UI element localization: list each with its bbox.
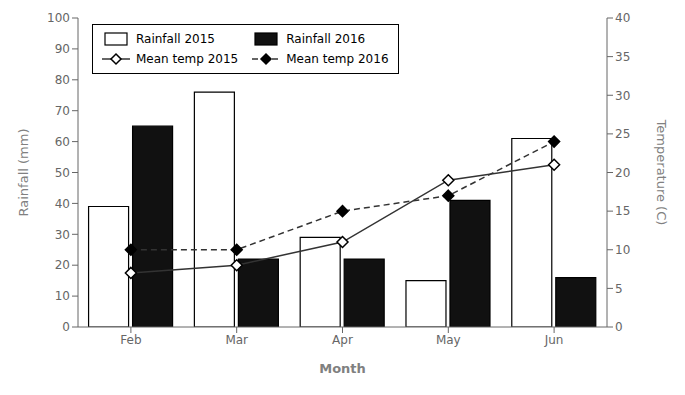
svg-text:10: 10 <box>615 243 630 257</box>
svg-text:40: 40 <box>615 11 630 25</box>
svg-text:0: 0 <box>615 320 623 334</box>
svg-text:80: 80 <box>55 73 70 87</box>
svg-text:May: May <box>436 333 461 347</box>
svg-text:30: 30 <box>615 89 630 103</box>
svg-text:60: 60 <box>55 135 70 149</box>
svg-text:Rainfall (mm): Rainfall (mm) <box>16 129 31 217</box>
html-text:Mean temp 2016: Mean temp 2016 <box>286 52 389 66</box>
svg-text:10: 10 <box>55 289 70 303</box>
svg-text:40: 40 <box>55 197 70 211</box>
svg-text:Mar: Mar <box>225 333 248 347</box>
svg-text:50: 50 <box>55 166 70 180</box>
svg-text:Feb: Feb <box>120 333 141 347</box>
svg-text:20: 20 <box>55 258 70 272</box>
svg-text:Month: Month <box>319 361 366 376</box>
svg-text:15: 15 <box>615 204 630 218</box>
svg-text:5: 5 <box>615 282 623 296</box>
svg-text:30: 30 <box>55 228 70 242</box>
html-text:Mean temp 2015: Mean temp 2015 <box>136 52 239 66</box>
html-text:Rainfall 2015: Rainfall 2015 <box>136 32 215 46</box>
html-text:Rainfall 2016: Rainfall 2016 <box>286 32 366 46</box>
svg-text:90: 90 <box>55 42 70 56</box>
svg-text:20: 20 <box>615 166 630 180</box>
svg-text:0: 0 <box>62 320 70 334</box>
svg-text:35: 35 <box>615 50 630 64</box>
svg-text:70: 70 <box>55 104 70 118</box>
svg-text:Apr: Apr <box>332 333 353 347</box>
svg-text:25: 25 <box>615 127 630 141</box>
svg-text:Jun: Jun <box>544 333 564 347</box>
svg-text:Temperature (C): Temperature (C) <box>654 119 669 226</box>
svg-text:100: 100 <box>47 11 70 25</box>
